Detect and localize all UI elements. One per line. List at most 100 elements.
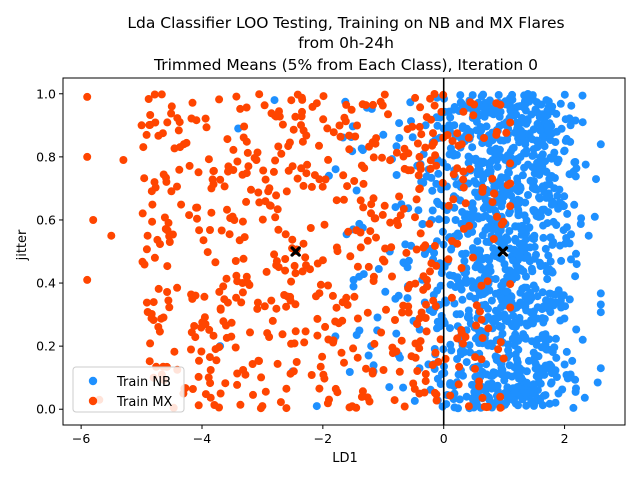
data-point-train-mx [369, 100, 377, 109]
data-point-train-mx [271, 156, 280, 165]
data-point-train-nb [392, 329, 401, 338]
data-point-train-mx [259, 166, 268, 175]
data-point-train-mx [339, 171, 348, 180]
data-point-train-mx [139, 143, 148, 152]
data-point-train-nb [451, 216, 460, 224]
data-point-train-nb [392, 142, 401, 151]
data-point-train-mx [147, 187, 156, 196]
data-point-train-mx [372, 233, 380, 242]
data-point-train-mx [496, 338, 505, 347]
data-point-train-mx [449, 195, 458, 204]
data-point-train-mx [329, 336, 338, 345]
data-point-train-nb [539, 221, 548, 230]
data-point-train-mx [427, 115, 435, 124]
data-point-train-mx [391, 316, 399, 324]
data-point-train-nb [557, 124, 566, 133]
data-point-train-nb [542, 296, 550, 305]
data-point-train-mx [367, 209, 375, 218]
data-point-train-mx [426, 267, 434, 276]
data-point-train-mx [194, 168, 203, 177]
data-point-train-nb [492, 251, 501, 260]
x-axis-label: LD1 [332, 451, 358, 466]
data-point-train-mx [465, 165, 474, 174]
data-point-train-mx [319, 370, 328, 379]
data-point-train-nb [466, 348, 475, 357]
data-point-train-mx [220, 295, 229, 304]
data-point-train-mx [232, 293, 241, 302]
data-point-train-nb [541, 181, 550, 190]
data-point-train-nb [529, 281, 538, 290]
data-point-train-mx [344, 227, 353, 236]
data-point-train-nb [508, 372, 516, 381]
data-point-train-nb [446, 324, 454, 333]
data-point-train-nb [505, 266, 514, 275]
data-point-train-nb [571, 387, 580, 396]
legend-label-train-nb: Train NB [116, 375, 171, 390]
data-point-train-nb [570, 200, 579, 209]
data-point-train-nb [436, 380, 445, 388]
data-point-train-nb [540, 187, 549, 196]
data-point-train-mx [356, 196, 365, 205]
data-point-train-nb [352, 186, 361, 195]
data-point-train-nb [458, 250, 467, 258]
data-point-train-mx [493, 212, 501, 221]
data-point-train-mx [148, 200, 157, 209]
data-point-train-mx [345, 403, 354, 412]
data-point-train-nb [550, 148, 559, 157]
data-point-train-mx [207, 208, 216, 217]
legend: Train NB Train MX [72, 366, 185, 413]
data-point-train-mx [421, 370, 430, 378]
data-point-train-nb [485, 396, 494, 405]
data-point-train-mx [247, 185, 255, 194]
data-point-train-nb [408, 133, 417, 142]
centroid-layer [290, 246, 509, 257]
data-point-train-nb [524, 160, 532, 169]
data-point-train-mx [298, 137, 307, 146]
data-point-train-nb [529, 150, 538, 159]
data-point-train-mx [150, 178, 159, 187]
data-point-train-mx [219, 317, 228, 326]
data-point-train-mx [378, 210, 387, 219]
data-point-train-mx [464, 133, 473, 142]
data-point-train-nb [392, 171, 401, 179]
data-point-train-mx [236, 400, 245, 409]
data-point-train-mx [343, 182, 352, 191]
data-point-train-mx [428, 361, 437, 369]
data-point-train-nb [458, 295, 467, 304]
data-point-train-nb [399, 383, 408, 392]
data-point-train-mx [368, 369, 377, 378]
data-point-train-mx [397, 336, 406, 345]
data-point-train-mx [272, 191, 281, 200]
data-point-train-nb [511, 330, 520, 339]
data-point-train-nb [449, 271, 458, 280]
data-point-train-nb [509, 256, 517, 265]
data-point-train-mx [288, 162, 297, 171]
data-point-train-mx [170, 347, 179, 356]
data-point-train-mx [319, 92, 328, 101]
data-point-train-nb [527, 264, 536, 273]
data-point-train-mx [282, 404, 291, 413]
data-point-train-nb [554, 155, 563, 164]
legend-marker-train-mx [88, 396, 98, 406]
data-point-train-nb [505, 209, 514, 218]
data-point-train-mx [310, 171, 319, 180]
data-point-train-mx [453, 164, 462, 173]
data-point-train-mx [496, 403, 505, 412]
data-point-train-mx [343, 300, 352, 309]
data-point-train-nb [553, 191, 562, 200]
data-point-train-nb [481, 300, 490, 309]
data-point-train-mx [506, 303, 515, 312]
data-point-train-mx [400, 164, 409, 173]
data-point-train-mx [381, 244, 390, 253]
chart-title-line-3: Trimmed Means (5% from Each Class), Iter… [153, 56, 538, 74]
data-point-train-mx [313, 259, 322, 268]
data-point-train-mx [323, 124, 332, 133]
data-point-train-nb [433, 121, 442, 130]
data-point-train-nb [511, 222, 520, 231]
data-point-train-mx [301, 327, 310, 336]
data-point-train-nb [541, 361, 550, 370]
data-point-train-mx [494, 345, 503, 354]
data-point-train-mx [146, 120, 155, 129]
data-point-train-mx [223, 135, 232, 144]
data-point-train-nb [374, 265, 383, 273]
